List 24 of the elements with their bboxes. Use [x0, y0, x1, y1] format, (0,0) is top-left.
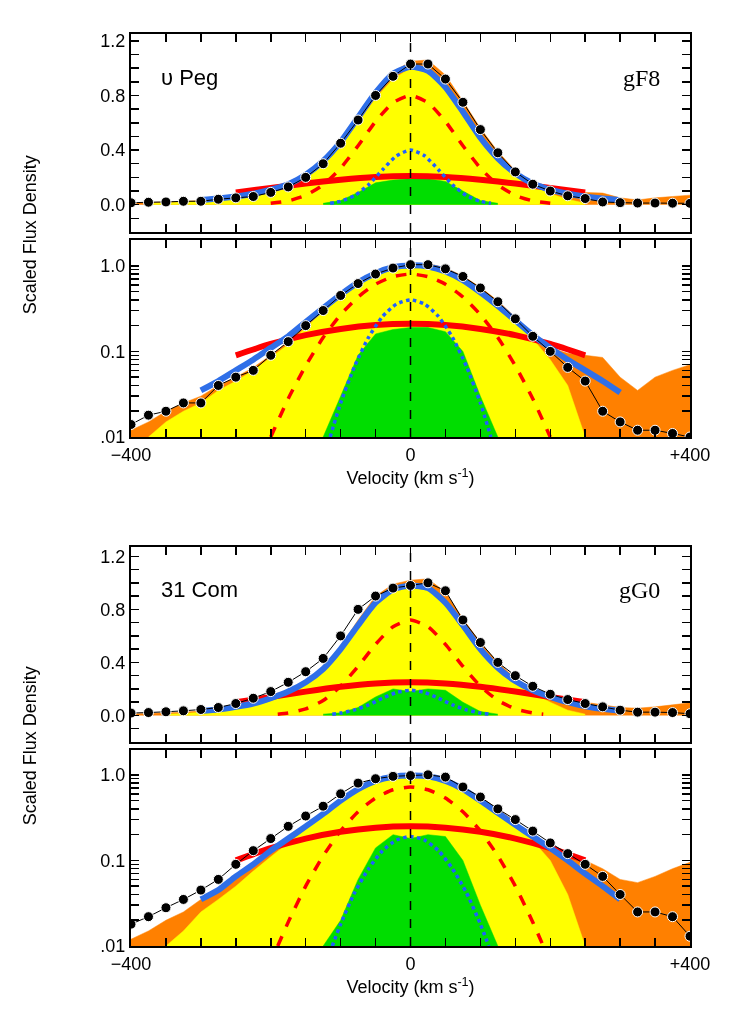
y-tick-label: 1.2 — [100, 546, 126, 567]
x-axis-title: Velocity (km s$^{-1}$) — [346, 465, 475, 489]
y-tick-label: 1.0 — [100, 765, 126, 786]
x-tick-label: +400 — [669, 953, 711, 974]
annotation: gG0 — [619, 577, 661, 603]
y-tick-label: 0.4 — [100, 140, 126, 161]
annotation: υ Peg — [161, 65, 219, 90]
x-tick-label: +400 — [669, 444, 711, 465]
y-tick-label: 0.1 — [100, 341, 126, 362]
y-tick-label: 0.1 — [100, 850, 126, 871]
y-axis-title: Scaled Flux Density — [20, 155, 41, 315]
x-tick-label: 0 — [405, 444, 416, 465]
y-axis-title: Scaled Flux Density — [20, 666, 41, 826]
y-tick-label: 0.0 — [100, 194, 126, 215]
y-tick-label: 1.2 — [100, 31, 126, 52]
y-tick-label: 0.0 — [100, 705, 126, 726]
annotation: 31 Com — [161, 577, 239, 602]
y-tick-label: 0.8 — [100, 599, 126, 620]
y-tick-label: 1.0 — [100, 256, 126, 277]
x-axis-title: Velocity (km s$^{-1}$) — [346, 974, 475, 998]
x-tick-label: 0 — [405, 953, 416, 974]
y-tick-label: 0.8 — [100, 85, 126, 106]
annotation: gF8 — [623, 65, 661, 91]
y-tick-label: 0.4 — [100, 652, 126, 673]
